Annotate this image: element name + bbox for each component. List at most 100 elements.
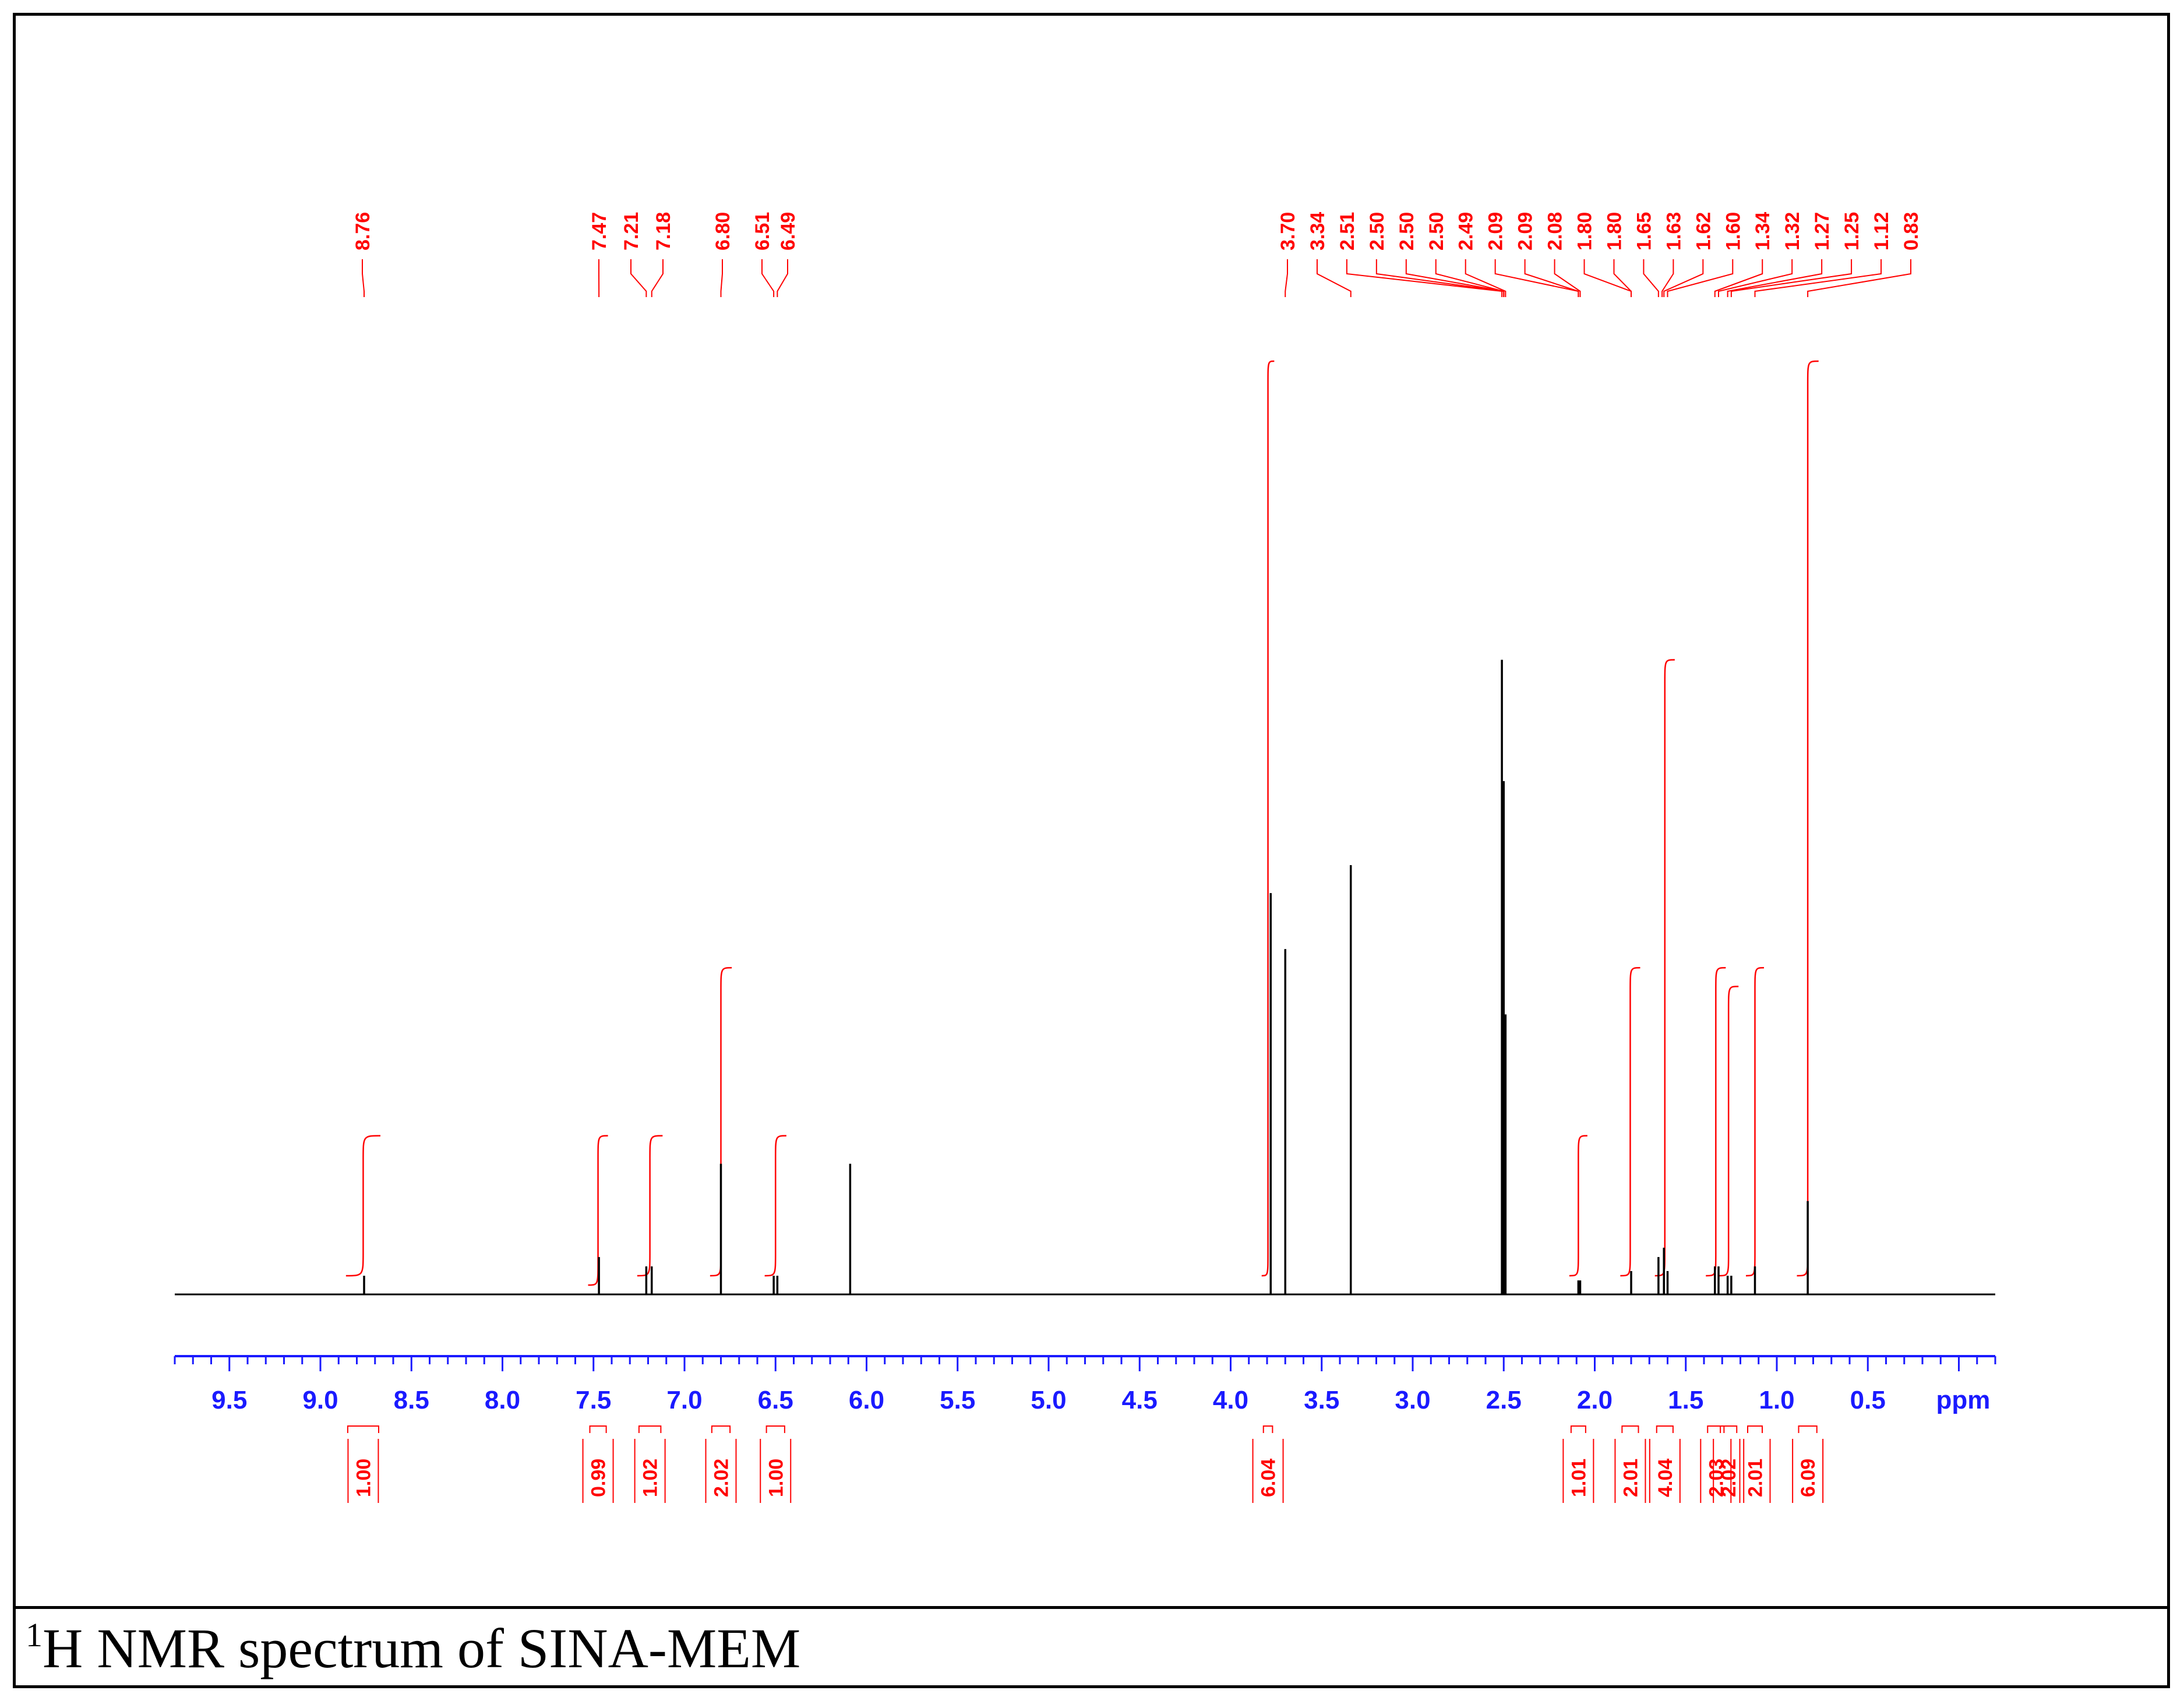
peak-label: 1.25: [1841, 212, 1863, 250]
peak-label: 2.51: [1336, 212, 1359, 250]
peak-label: 2.49: [1455, 212, 1477, 250]
integral-bracket: [1656, 1425, 1674, 1433]
peak-label: 1.80: [1603, 212, 1625, 250]
integral-bracket: [638, 1425, 662, 1433]
peak-label: 1.60: [1722, 212, 1744, 250]
integral-curve: [1569, 1135, 1587, 1277]
integral-value-label: 2.03: [1705, 1459, 1727, 1497]
integral-bracket: [1707, 1425, 1725, 1433]
x-axis-tick-label: 9.5: [211, 1386, 247, 1414]
integral-value-label: 0.99: [588, 1459, 610, 1497]
peak-label: 2.50: [1366, 212, 1388, 250]
integral-value-label: 4.04: [1654, 1459, 1677, 1497]
x-axis-tick-label: 2.0: [1577, 1386, 1613, 1414]
peak-label-connector: [1730, 259, 1853, 297]
peak-label-connector: [720, 259, 723, 297]
integral-value-label: 2.01: [1745, 1459, 1767, 1497]
peak-label: 1.12: [1871, 212, 1893, 250]
peak-label-connector: [777, 259, 788, 297]
caption-divider: [13, 1606, 2170, 1609]
integral-bracket: [1621, 1425, 1639, 1433]
peak-label-connector: [1667, 259, 1734, 297]
integral-value-label: 2.02: [711, 1459, 733, 1497]
peak-label-connector: [1807, 259, 1911, 297]
x-axis-tick-label: 5.5: [940, 1386, 975, 1414]
integral-curve: [1654, 659, 1675, 1277]
peak-label-connector: [1718, 259, 1793, 297]
integral-bracket: [1747, 1425, 1763, 1433]
peak-label-connector: [1375, 259, 1505, 297]
caption-superscript: 1: [26, 1616, 43, 1654]
peak-label: 6.49: [777, 212, 799, 250]
integral-bracket: [589, 1425, 607, 1433]
integral-curve: [1706, 967, 1726, 1277]
x-axis-tick-label: 4.0: [1213, 1386, 1248, 1414]
x-axis-tick-label: 5.0: [1031, 1386, 1066, 1414]
integral-curve: [1797, 360, 1819, 1277]
integral-value-label: 1.02: [640, 1459, 662, 1497]
peak-label: 2.09: [1485, 212, 1507, 250]
x-axis-tick-label: 8.0: [485, 1386, 520, 1414]
x-axis-tick-label: 0.5: [1850, 1386, 1886, 1414]
integral-value-label: 1.01: [1568, 1459, 1590, 1497]
peak-label: 1.32: [1781, 212, 1804, 250]
peak-label: 7.47: [588, 212, 611, 250]
integral-curve: [710, 967, 732, 1277]
peak-label: 1.65: [1633, 212, 1655, 250]
peak-label-connector: [761, 259, 775, 297]
x-axis: ppm 9.5 9.0 8.5 8.0 7.5 7.0 6.5 6.0 5.5 5.0 4.5 4.0…: [174, 1355, 1996, 1414]
integral-value-label: 6.04: [1258, 1459, 1280, 1497]
integral-bracket: [1262, 1425, 1273, 1433]
peak-label: 1.80: [1574, 212, 1596, 250]
peak-label-connector: [651, 259, 664, 297]
x-axis-label: ppm: [1936, 1386, 1991, 1414]
caption-text: H NMR spectrum of SINA-MEM: [43, 1617, 801, 1679]
integral-curve: [1745, 967, 1765, 1277]
peak-label: 7.21: [620, 212, 643, 250]
integral-curve: [1719, 986, 1739, 1277]
x-axis-tick-label: 6.5: [758, 1386, 793, 1414]
peak-label-connector: [1754, 259, 1882, 297]
figure-caption: 1H NMR spectrum of SINA-MEM: [26, 1614, 800, 1684]
figure-frame: [13, 13, 2170, 1688]
integral-value-label: 6.09: [1797, 1459, 1819, 1497]
integral-curve: [1620, 967, 1640, 1277]
integral-curve: [637, 1135, 663, 1277]
x-axis-tick-label: 7.0: [666, 1386, 702, 1414]
x-axis-tick-label: 3.5: [1304, 1386, 1339, 1414]
integral-curve: [1261, 360, 1275, 1277]
peak-label-connector: [1285, 259, 1288, 297]
peak-label-connector: [1663, 259, 1704, 297]
integral-value-label: 1.00: [765, 1459, 787, 1497]
integral-value-label: 2.02: [1718, 1459, 1740, 1497]
peak-label: 1.63: [1663, 212, 1685, 250]
peak-label: 6.51: [751, 212, 774, 250]
spectrum-trace: [175, 659, 1995, 1296]
integral-bracket: [1798, 1425, 1818, 1433]
integral-bracket: [711, 1425, 731, 1433]
x-axis-tick-label: 2.5: [1486, 1386, 1522, 1414]
peak-label: 2.50: [1426, 212, 1448, 250]
peak-label-connector: [1435, 259, 1505, 297]
peak-label: 1.62: [1692, 212, 1714, 250]
peak-label: 0.83: [1900, 212, 1922, 250]
peak-labels: 8.76 7.47 7.21 7.18 6.80 6.51 6.49 3.70 3.34 2.51…: [352, 212, 1922, 297]
integral-bracket: [1720, 1425, 1738, 1433]
peak-label: 3.70: [1277, 212, 1299, 250]
peak-label-connector: [1583, 259, 1632, 297]
peak-label: 1.27: [1811, 212, 1833, 250]
peak-label-connector: [630, 259, 647, 297]
x-axis-tick-label: 1.5: [1668, 1386, 1703, 1414]
x-axis-tick-label: 1.0: [1759, 1386, 1794, 1414]
x-axis-tick-label: 4.5: [1122, 1386, 1158, 1414]
peak-label-connector: [1554, 259, 1581, 297]
peak-label-connector: [1613, 259, 1632, 297]
peak-label: 2.08: [1544, 212, 1566, 250]
x-axis-tick-label: 7.5: [576, 1386, 611, 1414]
peak-label-connector: [1316, 259, 1352, 297]
integral-value-label: 1.00: [352, 1459, 375, 1497]
peak-label: 8.76: [352, 212, 374, 250]
peak-label-connector: [1465, 259, 1506, 297]
peak-label: 7.18: [652, 212, 675, 250]
integral-labels: 1.00 0.99 1.02 2.02 1.00 6.04 1.01 2.01 4.04 2.03…: [347, 1425, 1824, 1503]
